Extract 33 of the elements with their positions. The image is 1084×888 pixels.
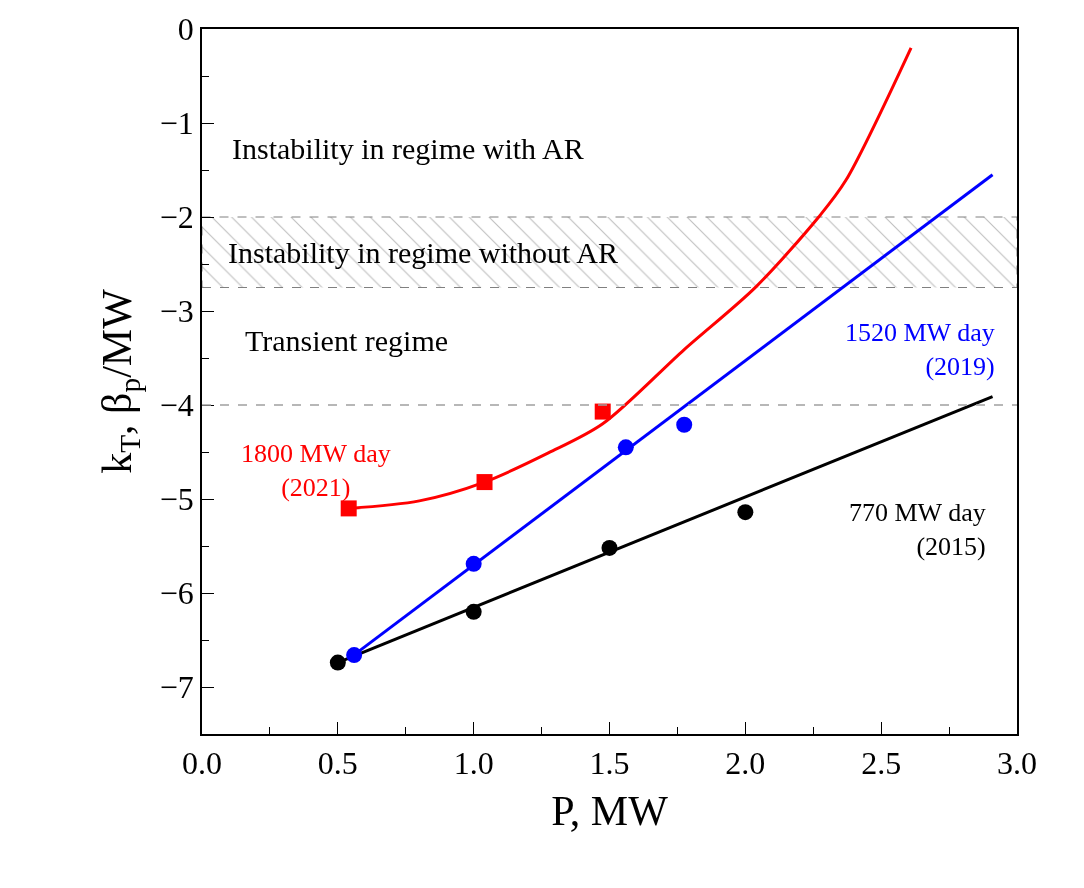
- y-tick-label: −3: [159, 293, 194, 330]
- y-tick-label: 0: [177, 11, 194, 48]
- point: [329, 654, 346, 671]
- point: [737, 504, 754, 521]
- point: [594, 403, 611, 420]
- x-tick-label: 0.5: [317, 745, 358, 782]
- x-tick-label: 2.5: [861, 745, 902, 782]
- band-label: Instability in regime without AR: [228, 236, 618, 269]
- y-tick-label: −4: [159, 387, 194, 424]
- series-label: 1800 MW day (2021): [241, 439, 391, 502]
- point: [476, 474, 493, 491]
- point: [601, 539, 618, 556]
- x-axis-title: P, MW: [551, 787, 669, 834]
- y-tick-label: −6: [159, 575, 194, 612]
- y-tick-label: −5: [159, 481, 194, 518]
- point: [676, 416, 693, 433]
- text: 1520 MW day (2019): [845, 318, 995, 381]
- y-tick-label: −7: [159, 669, 194, 706]
- annotation: Transient regime: [245, 324, 449, 357]
- x-tick-label: 1.0: [453, 745, 494, 782]
- x-tick-label: 1.5: [589, 745, 630, 782]
- point: [465, 555, 482, 572]
- point: [617, 439, 634, 456]
- point: [346, 647, 363, 664]
- y-tick-label: −1: [159, 105, 194, 142]
- x-tick-label: 3.0: [997, 745, 1037, 782]
- text: 770 MW day (2015): [849, 498, 986, 561]
- point: [340, 500, 357, 517]
- x-tick-label: 0.0: [182, 745, 222, 782]
- y-tick-label: −2: [159, 199, 194, 236]
- annotation: Instability in regime with AR: [232, 132, 584, 165]
- point: [465, 603, 482, 620]
- x-tick-label: 2.0: [725, 745, 766, 782]
